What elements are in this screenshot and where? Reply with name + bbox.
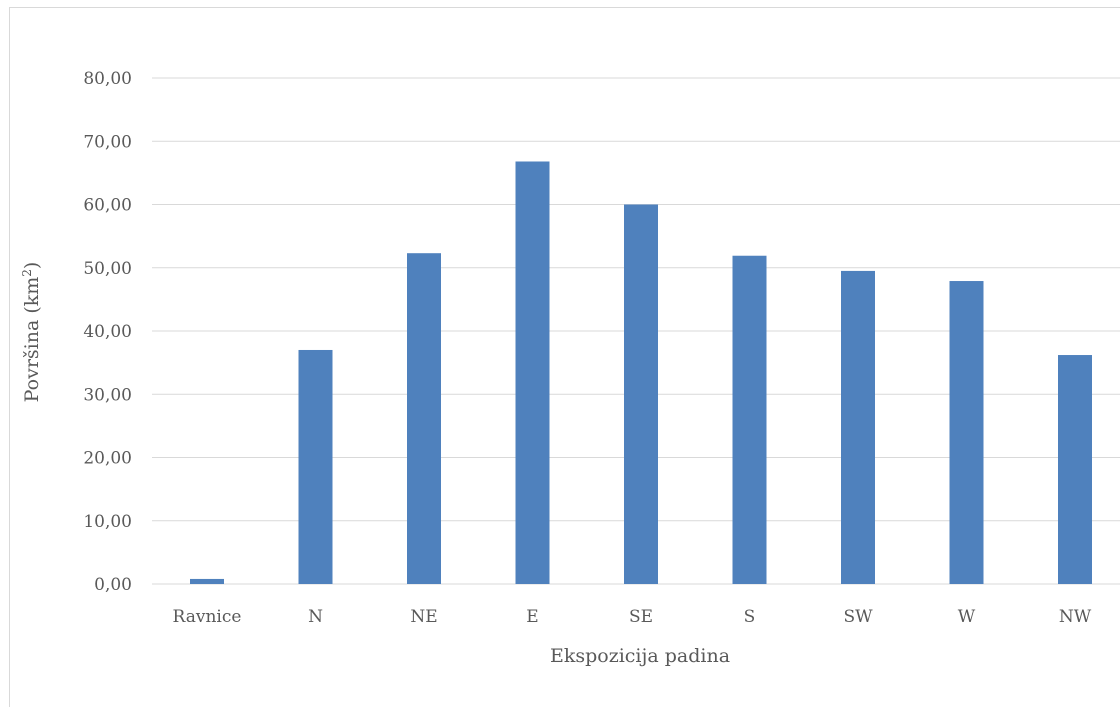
y-tick-label: 10,00 <box>83 512 132 532</box>
x-tick-label: SE <box>629 607 653 627</box>
y-tick-label: 0,00 <box>94 575 132 595</box>
x-tick-label: S <box>744 607 756 627</box>
y-axis-label-close: ) <box>21 262 43 269</box>
x-tick-label: E <box>526 607 538 627</box>
y-tick-label: 30,00 <box>83 385 132 405</box>
x-tick-label: Ravnice <box>173 607 242 627</box>
x-tick-label: W <box>958 607 976 627</box>
x-tick-labels: Ravnice N NE E SE S SW W NW <box>173 607 1092 627</box>
bars <box>190 161 1092 585</box>
bar-ravnice <box>190 578 224 584</box>
bar-sw <box>841 270 875 584</box>
x-tick-label: SW <box>843 607 873 627</box>
y-tick-label: 50,00 <box>83 259 132 279</box>
y-tick-label: 60,00 <box>83 196 132 216</box>
y-tick-labels: 0,00 10,00 20,00 30,00 40,00 50,00 60,00 70,00 8… <box>83 69 132 595</box>
bar-e <box>515 161 550 585</box>
chart-frame <box>9 7 1120 707</box>
y-axis-label-superscript: 2 <box>20 269 34 277</box>
bar-s <box>732 255 767 585</box>
y-tick-label: 20,00 <box>83 449 132 469</box>
y-tick-label: 80,00 <box>83 69 132 89</box>
x-tick-label: NE <box>410 607 437 627</box>
bar-w <box>949 281 984 584</box>
x-tick-label: NW <box>1059 607 1092 627</box>
y-axis-label-main: Površina (km <box>21 277 43 403</box>
bar-ne <box>407 253 441 584</box>
y-axis-label: Površina (km2) <box>20 262 43 403</box>
x-axis-label: Ekspozicija padina <box>550 645 730 667</box>
bar-nw <box>1058 355 1092 584</box>
y-tick-label: 70,00 <box>83 132 132 152</box>
bar-se <box>624 204 658 584</box>
x-tick-label: N <box>308 607 323 627</box>
y-tick-label: 40,00 <box>83 322 132 342</box>
bar-n <box>298 349 333 584</box>
